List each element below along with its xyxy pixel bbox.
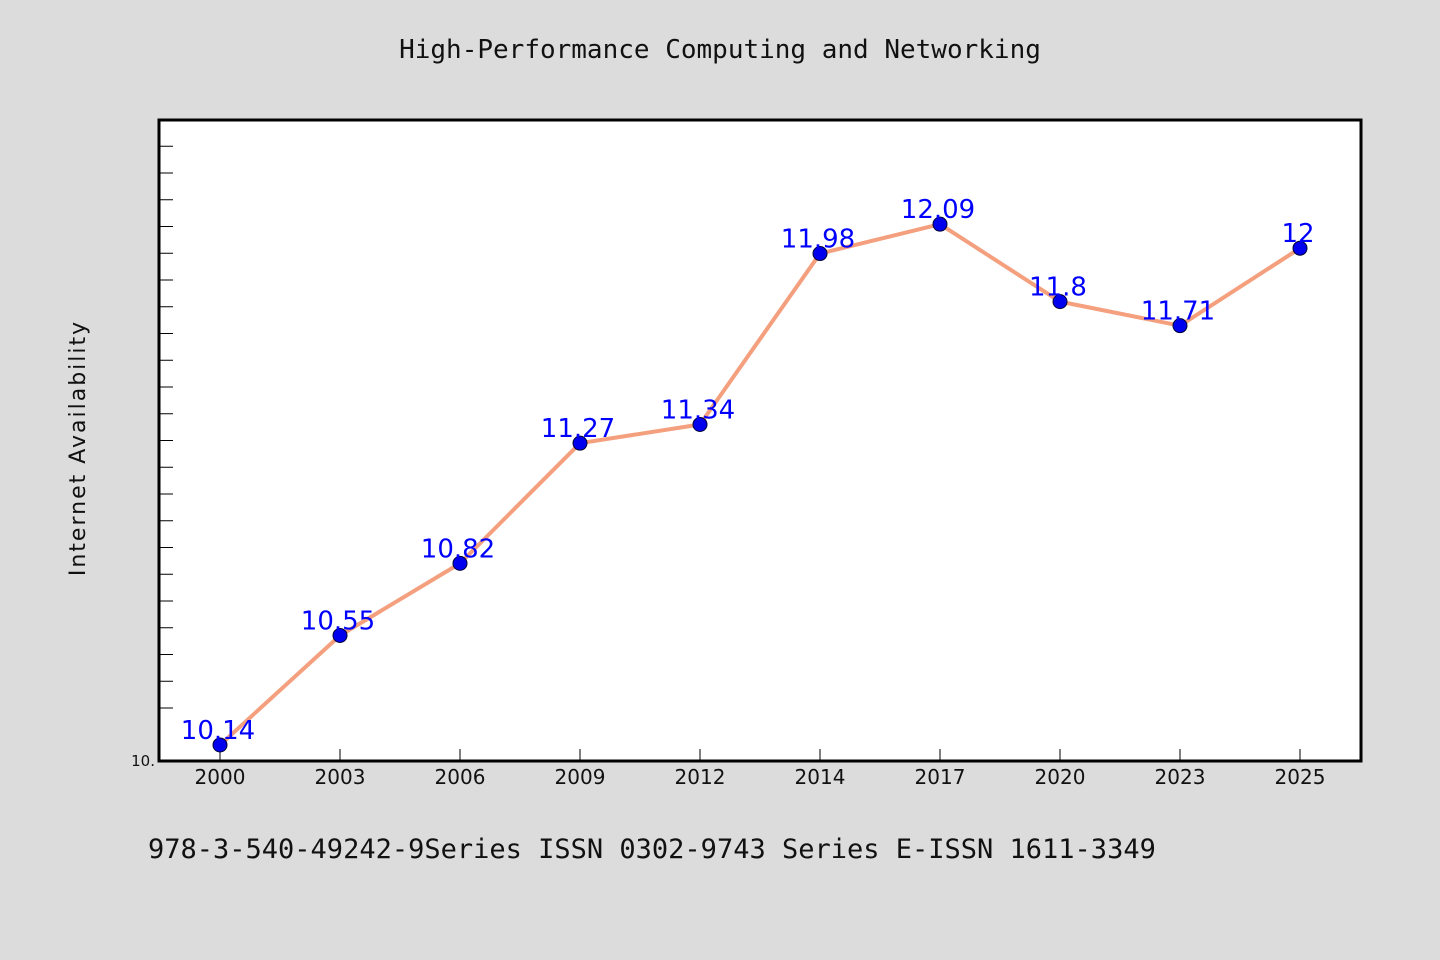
data-label: 10.55 <box>301 606 375 636</box>
x-axis: 2000 2003 2006 2009 2012 2014 2017 2020 2023 2025 <box>195 749 1326 789</box>
x-tick-label: 2003 <box>315 765 366 789</box>
x-tick-label: 2000 <box>195 765 246 789</box>
y-tick-label: 10. <box>131 752 155 770</box>
data-point <box>572 435 588 451</box>
data-label: 10.14 <box>181 716 255 746</box>
plot-area <box>157 118 1363 763</box>
data-point <box>332 627 348 643</box>
x-tick-label: 2012 <box>675 765 726 789</box>
x-tick-label: 2014 <box>795 765 846 789</box>
data-point <box>932 216 948 232</box>
x-tick-label: 2025 <box>1275 765 1326 789</box>
data-label: 11.34 <box>661 395 735 425</box>
x-tick-label: 2020 <box>1035 765 1086 789</box>
data-label: 11.71 <box>1141 297 1215 327</box>
x-tick-label: 2006 <box>435 765 486 789</box>
x-tick-label: 2017 <box>915 765 966 789</box>
data-label: 11.27 <box>541 414 615 444</box>
data-point <box>812 246 828 262</box>
data-point <box>692 416 708 432</box>
data-label: 12 <box>1281 219 1314 249</box>
data-label: 11.98 <box>781 225 855 255</box>
x-tick-label: 2009 <box>555 765 606 789</box>
footer-text: 978-3-540-49242-9Series ISSN 0302-9743 S… <box>148 834 1156 865</box>
series-line <box>218 222 1302 747</box>
data-point <box>1292 240 1308 256</box>
y-axis-ticks: 10. <box>131 145 173 770</box>
data-point <box>452 555 468 571</box>
chart-title: High-Performance Computing and Networkin… <box>399 35 1041 65</box>
x-tick-label: 2023 <box>1155 765 1206 789</box>
data-label: 11.8 <box>1029 273 1087 303</box>
data-label: 12.09 <box>901 195 975 225</box>
y-axis-label: Internet Availability <box>66 320 91 576</box>
series-markers <box>212 216 1308 753</box>
data-point <box>1052 294 1068 310</box>
data-labels: 10.14 10.55 10.82 11.27 11.34 11.98 12.09 11.8 1… <box>181 195 1315 746</box>
data-point <box>1172 318 1188 334</box>
data-label: 10.82 <box>421 534 495 564</box>
data-point <box>212 737 228 753</box>
